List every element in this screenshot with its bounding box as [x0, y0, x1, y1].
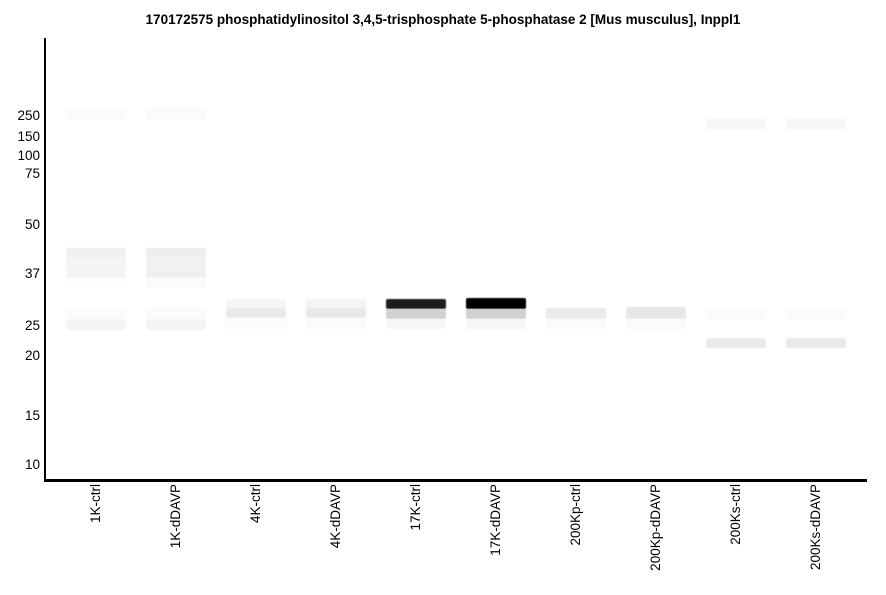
- band-1K-dDAVP-0: [146, 108, 206, 119]
- band-4K-ctrl-0: [226, 299, 286, 308]
- y-tick-label-15: 15: [24, 408, 40, 423]
- band-4K-ctrl-2: [226, 318, 286, 329]
- band-17K-ctrl-1: [386, 309, 446, 319]
- band-1K-ctrl-6: [66, 319, 126, 330]
- x-axis-label-4K-ctrl: 4K-ctrl: [248, 484, 263, 524]
- band-200Kp-ctrl-0: [546, 308, 606, 319]
- band-200Ks-ctrl-1: [706, 308, 766, 319]
- x-axis-label-17K-dDAVP: 17K-dDAVP: [488, 484, 503, 556]
- band-1K-ctrl-5: [66, 307, 126, 319]
- band-1K-dDAVP-5: [146, 307, 206, 319]
- band-17K-dDAVP-1: [466, 309, 526, 319]
- band-200Ks-ctrl-2: [706, 338, 766, 348]
- band-200Kp-dDAVP-1: [626, 319, 686, 330]
- band-4K-dDAVP-2: [306, 318, 366, 329]
- band-200Ks-ctrl-0: [706, 119, 766, 129]
- y-tick-label-50: 50: [24, 217, 40, 232]
- x-axis-label-17K-ctrl: 17K-ctrl: [408, 484, 423, 531]
- band-1K-dDAVP-6: [146, 319, 206, 330]
- band-200Ks-dDAVP-0: [786, 119, 846, 129]
- y-tick-label-150: 150: [17, 129, 40, 144]
- y-tick-label-75: 75: [24, 166, 40, 181]
- y-tick-label-20: 20: [24, 348, 40, 363]
- x-axis-label-1K-dDAVP: 1K-dDAVP: [168, 484, 183, 549]
- band-17K-ctrl-0: [386, 299, 446, 309]
- band-200Ks-dDAVP-1: [786, 308, 846, 319]
- x-axis-label-200Kp-dDAVP: 200Kp-dDAVP: [648, 484, 663, 571]
- x-axis-label-200Kp-ctrl: 200Kp-ctrl: [568, 484, 583, 546]
- y-tick-label-100: 100: [17, 148, 40, 163]
- band-1K-ctrl-0: [66, 108, 126, 119]
- band-4K-dDAVP-1: [306, 308, 366, 318]
- band-17K-ctrl-2: [386, 319, 446, 329]
- band-1K-dDAVP-2: [146, 258, 206, 268]
- band-1K-dDAVP-3: [146, 268, 206, 278]
- band-17K-dDAVP-2: [466, 319, 526, 329]
- band-1K-ctrl-1: [66, 248, 126, 258]
- x-axis-label-200Ks-ctrl: 200Ks-ctrl: [728, 484, 743, 545]
- band-200Ks-dDAVP-2: [786, 338, 846, 348]
- figure-title: 170172575 phosphatidylinositol 3,4,5-tri…: [145, 12, 741, 27]
- band-17K-dDAVP-0: [466, 298, 526, 309]
- band-1K-ctrl-2: [66, 258, 126, 270]
- y-tick-label-37: 37: [24, 266, 40, 281]
- band-200Kp-ctrl-1: [546, 319, 606, 329]
- x-axis-label-1K-ctrl: 1K-ctrl: [88, 484, 103, 524]
- band-1K-dDAVP-4: [146, 278, 206, 288]
- x-axis-line: [44, 479, 867, 482]
- band-200Kp-dDAVP-0: [626, 307, 686, 319]
- band-1K-dDAVP-1: [146, 248, 206, 258]
- y-axis-line: [44, 38, 46, 481]
- band-1K-ctrl-3: [66, 270, 126, 278]
- y-tick-label-10: 10: [24, 457, 40, 472]
- band-4K-ctrl-1: [226, 308, 286, 318]
- y-tick-label-25: 25: [24, 318, 40, 333]
- band-1K-ctrl-4: [66, 278, 126, 288]
- band-4K-dDAVP-0: [306, 299, 366, 308]
- y-tick-label-250: 250: [17, 108, 40, 123]
- x-axis-label-4K-dDAVP: 4K-dDAVP: [328, 484, 343, 549]
- x-axis-label-200Ks-dDAVP: 200Ks-dDAVP: [808, 484, 823, 571]
